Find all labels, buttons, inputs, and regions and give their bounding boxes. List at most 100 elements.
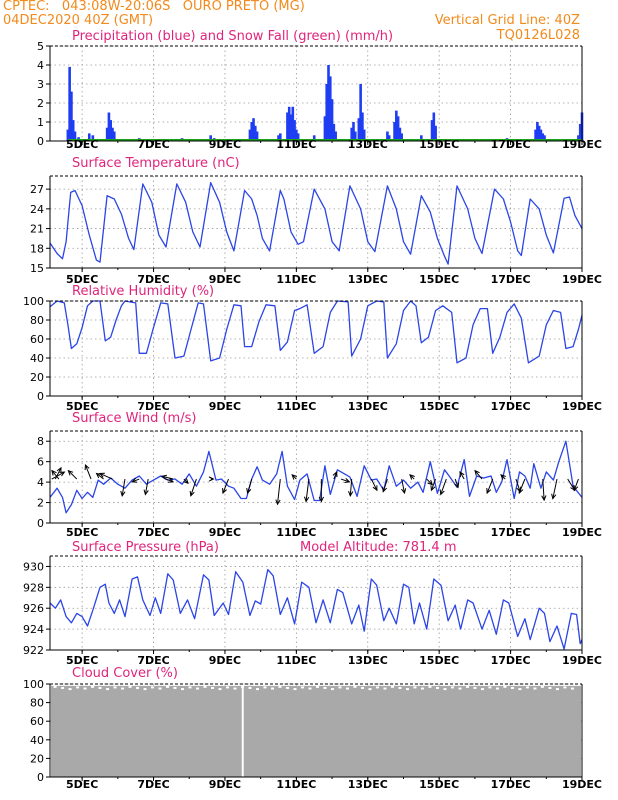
- x-tick-label: 5DEC: [66, 273, 98, 286]
- cloud-cover-notch: [570, 687, 574, 690]
- cloud-cover-notch: [525, 686, 529, 689]
- cloud-cover-notch: [233, 687, 237, 690]
- x-tick-label: 9DEC: [209, 273, 241, 286]
- wind-arrow: [68, 470, 78, 480]
- x-tick-label: 13DEC: [348, 273, 388, 286]
- precipitation-bar: [537, 125, 541, 141]
- y-tick-label: 100: [23, 295, 44, 308]
- x-tick-label: 7DEC: [137, 273, 169, 286]
- x-tick-label: 9DEC: [209, 400, 241, 413]
- cloud-cover-notch: [443, 688, 447, 691]
- y-tick-label: 2: [37, 497, 44, 510]
- x-tick-label: 15DEC: [419, 654, 459, 667]
- cloud-cover-notch: [263, 686, 267, 689]
- wind-arrow: [305, 478, 310, 502]
- panel-title: Surface Temperature (nC): [72, 156, 240, 171]
- cloud-cover-notch: [458, 687, 462, 690]
- cloud-cover-notch: [540, 685, 544, 688]
- precipitation-bar: [334, 131, 337, 141]
- y-tick-label: 928: [23, 581, 44, 594]
- cloud-cover-notch: [166, 685, 170, 688]
- y-tick-label: 0: [37, 771, 44, 784]
- y-tick-label: 4: [37, 476, 44, 489]
- cloud-cover-notch: [121, 687, 125, 690]
- wind-arrow: [144, 478, 149, 495]
- x-tick-label: 7DEC: [137, 526, 169, 539]
- x-tick-label: 9DEC: [209, 654, 241, 667]
- grid-line-note: Vertical Grid Line: 40Z: [434, 13, 580, 28]
- cloud-cover-notch: [495, 687, 499, 690]
- cloud-cover-notch: [555, 688, 559, 691]
- cloud-cover-notch: [256, 688, 260, 691]
- cloud-cover-notch: [136, 686, 140, 689]
- x-tick-label: 9DEC: [209, 526, 241, 539]
- wind-arrow: [430, 478, 437, 491]
- precipitation-bar: [278, 133, 282, 141]
- precipitation-bar: [330, 99, 334, 141]
- precipitation-bar: [254, 125, 257, 141]
- x-tick-label: 13DEC: [348, 138, 388, 151]
- plot-area: [50, 556, 582, 650]
- cloud-cover-notch: [271, 687, 275, 690]
- station-header: CPTEC: 043:08W-20:06S OURO PRETO (MG): [3, 0, 305, 14]
- x-tick-label: 9DEC: [209, 778, 241, 791]
- y-tick-label: 0: [37, 390, 44, 403]
- precipitation-bar: [293, 120, 296, 141]
- precipitation-bar: [323, 116, 327, 141]
- cloud-cover-notch: [465, 685, 469, 688]
- y-tick-label: 6: [37, 456, 44, 469]
- panel-title: Surface Pressure (hPa): [72, 540, 219, 555]
- x-tick-label: 17DEC: [491, 273, 531, 286]
- x-tick-label: 13DEC: [348, 400, 388, 413]
- wind-arrow-head: [500, 474, 506, 480]
- x-tick-label: 19DEC: [562, 273, 602, 286]
- wind-arrow: [552, 478, 558, 499]
- y-tick-label: 60: [30, 333, 44, 346]
- cloud-cover-notch: [286, 686, 290, 689]
- wind-arrow: [54, 467, 62, 480]
- x-tick-label: 11DEC: [276, 138, 316, 151]
- cloud-cover-notch: [76, 686, 80, 689]
- cloud-cover-notch: [211, 686, 215, 689]
- plot-area: [50, 46, 582, 141]
- x-tick-label: 7DEC: [137, 778, 169, 791]
- y-tick-label: 20: [30, 752, 44, 765]
- precipitation-bar: [577, 135, 580, 141]
- y-tick-label: 926: [23, 602, 44, 615]
- wind-arrow: [518, 478, 526, 494]
- precipitation-bar: [396, 116, 400, 141]
- precipitation-bar: [430, 120, 434, 141]
- series-line: [49, 440, 583, 514]
- panel-title: Precipitation (blue) and Snow Fall (gree…: [72, 29, 393, 44]
- cloud-cover-notch: [98, 686, 102, 689]
- cloud-cover-notch: [450, 686, 454, 689]
- x-tick-label: 13DEC: [348, 654, 388, 667]
- precipitation-bar: [400, 133, 403, 141]
- wind-arrow-head: [486, 488, 492, 495]
- cloud-cover-notch: [278, 685, 282, 688]
- precipitation-bar: [107, 112, 111, 141]
- precipitation-bar: [434, 125, 437, 141]
- precipitation-bar: [289, 114, 293, 141]
- wind-arrow: [382, 478, 388, 492]
- x-tick-label: 17DEC: [491, 654, 531, 667]
- cloud-cover-notch: [360, 686, 364, 689]
- x-tick-label: 5DEC: [66, 526, 98, 539]
- y-tick-label: 924: [23, 623, 44, 636]
- precipitation-bar: [387, 135, 391, 141]
- panel-title: Relative Humidity (%): [72, 284, 214, 299]
- cloud-cover-notch: [563, 686, 567, 689]
- cloud-cover-notch: [53, 685, 57, 688]
- x-tick-label: 5DEC: [66, 400, 98, 413]
- wind-arrow: [132, 478, 140, 483]
- x-tick-label: 13DEC: [348, 778, 388, 791]
- y-tick-label: 5: [37, 40, 44, 53]
- wind-arrow-head: [318, 496, 324, 503]
- wind-arrow-head: [51, 469, 57, 476]
- cloud-cover-notch: [293, 688, 297, 691]
- y-tick-label: 60: [30, 715, 44, 728]
- y-tick-label: 8: [37, 435, 44, 448]
- wind-arrow-head: [208, 476, 215, 482]
- wind-arrow: [340, 478, 350, 483]
